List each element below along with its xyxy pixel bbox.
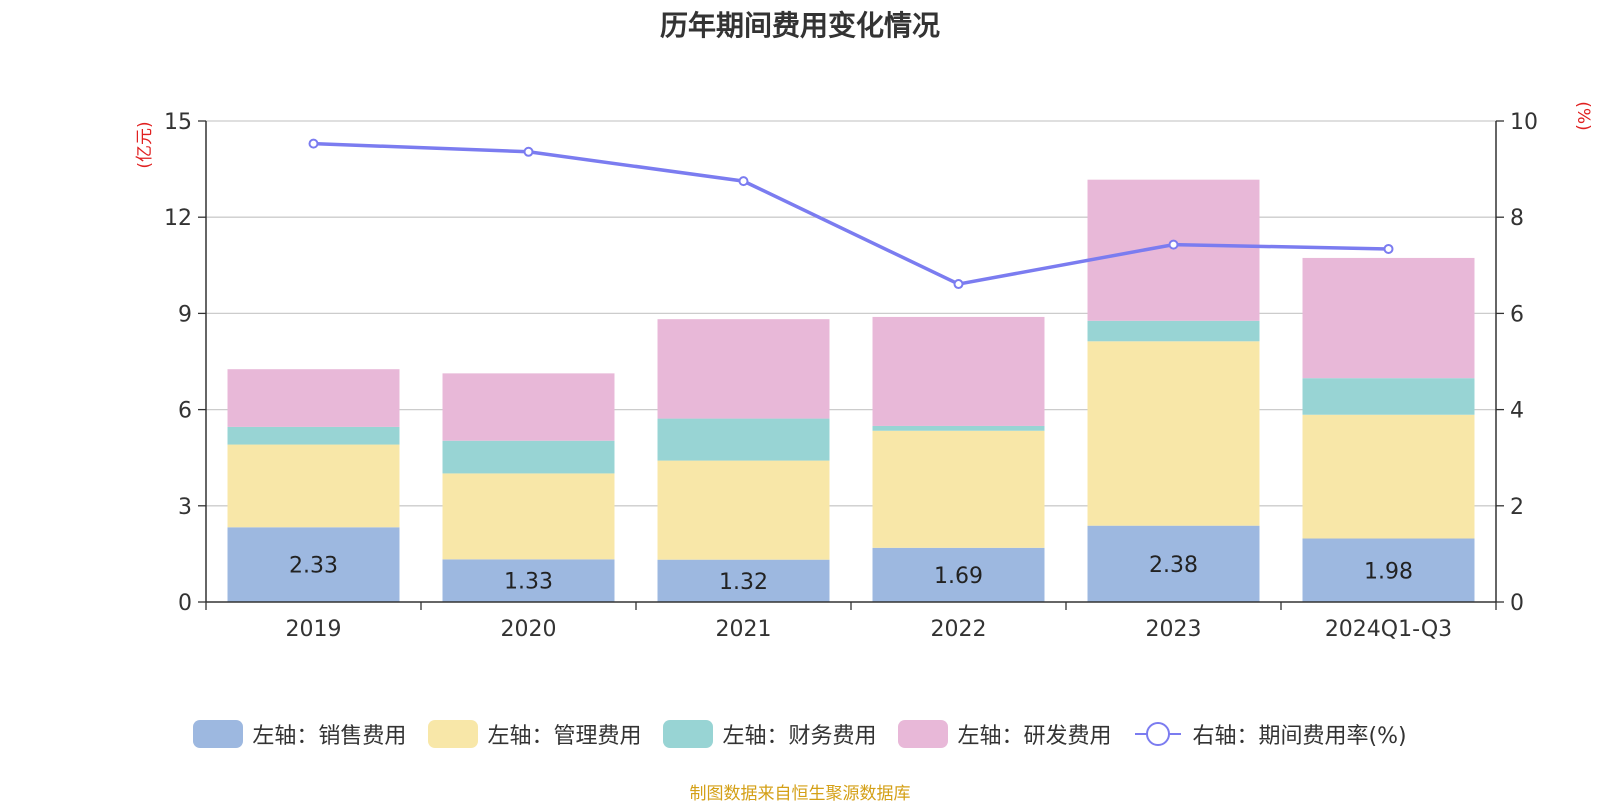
legend-swatch — [898, 720, 949, 748]
x-axis-tick-label: 2019 — [286, 617, 342, 642]
bar-segment-2 — [1087, 341, 1260, 526]
bar-segment-1 — [872, 547, 1045, 602]
legend: 左轴：销售费用 左轴：管理费用 左轴：财务费用 左轴：研发费用 右轴：期间费用率(%) — [0, 718, 1600, 750]
bar-segment-4 — [227, 369, 400, 427]
right-axis-tick-label: 0 — [1510, 591, 1524, 616]
x-axis-tick-label: 2024Q1-Q3 — [1325, 617, 1452, 642]
rate-line-point — [953, 279, 964, 290]
bar-segment-4 — [1302, 257, 1475, 379]
bar-segment-4 — [657, 319, 830, 419]
rate-line — [313, 141, 1389, 286]
legend-label: 左轴：销售费用 — [252, 724, 407, 749]
bar-data-label: 1.32 — [719, 570, 768, 595]
bar-segment-2 — [227, 444, 400, 528]
legend-item-5[interactable]: 右轴：期间费用率(%) — [1133, 718, 1407, 750]
legend-swatch — [193, 720, 244, 748]
right-axis-tick-label: 6 — [1510, 302, 1524, 327]
legend-item-1[interactable]: 左轴：销售费用 — [193, 718, 406, 750]
bar-data-label: 1.69 — [934, 564, 983, 589]
left-axis-tick-label: 3 — [178, 495, 192, 520]
legend-label: 左轴：管理费用 — [487, 724, 642, 749]
bar-data-label: 2.33 — [289, 554, 338, 579]
right-axis-tick-label: 4 — [1510, 399, 1524, 424]
legend-line-marker — [1135, 722, 1182, 746]
legend-label: 右轴：期间费用率(%) — [1192, 724, 1407, 749]
left-axis-tick-label: 15 — [164, 110, 192, 135]
bar-segment-1 — [1087, 525, 1260, 602]
source-note: 制图数据来自恒生聚源数据库 — [689, 784, 911, 804]
legend-swatch — [428, 720, 479, 748]
legend-item-4[interactable]: 左轴：研发费用 — [898, 718, 1111, 750]
bar-segment-3 — [1302, 378, 1475, 415]
x-axis-tick-label: 2023 — [1146, 617, 1202, 642]
bar-segment-4 — [442, 373, 615, 441]
bar-segment-3 — [227, 426, 400, 445]
bar-segment-1 — [442, 559, 615, 602]
x-axis-tick-label: 2020 — [501, 617, 557, 642]
rate-line-point — [308, 138, 319, 149]
right-axis-unit: (%) — [1573, 101, 1593, 130]
bar-segment-1 — [1302, 538, 1475, 602]
right-axis-tick-label: 2 — [1510, 495, 1524, 520]
bar-segment-3 — [657, 418, 830, 461]
bar-segment-4 — [872, 316, 1045, 426]
left-axis-tick-label: 6 — [178, 399, 192, 424]
bar-segment-4 — [1087, 179, 1260, 321]
right-axis-tick-label: 10 — [1510, 110, 1538, 135]
legend-item-2[interactable]: 左轴：管理费用 — [428, 718, 641, 750]
chart-title: 历年期间费用变化情况 — [659, 9, 940, 42]
legend-label: 左轴：研发费用 — [957, 724, 1112, 749]
x-axis-tick-label: 2021 — [716, 617, 772, 642]
bar-segment-1 — [227, 527, 400, 602]
left-axis-tick-label: 0 — [178, 591, 192, 616]
bar-segment-2 — [657, 460, 830, 560]
legend-label: 左轴：财务费用 — [722, 724, 877, 749]
rate-line-point — [1168, 239, 1179, 250]
bar-data-label: 2.38 — [1149, 553, 1198, 578]
rate-line-point — [523, 146, 534, 157]
bar-data-label: 1.98 — [1364, 559, 1413, 584]
bar-segment-1 — [657, 559, 830, 602]
legend-swatch — [663, 720, 714, 748]
left-axis-tick-label: 9 — [178, 302, 192, 327]
bar-segment-2 — [442, 473, 615, 560]
bar-segment-2 — [872, 430, 1045, 548]
bar-segment-3 — [872, 425, 1045, 431]
bar-segment-3 — [442, 440, 615, 474]
left-axis-tick-label: 12 — [164, 206, 192, 231]
bar-segment-2 — [1302, 414, 1475, 539]
bar-data-label: 1.33 — [504, 570, 553, 595]
legend-item-3[interactable]: 左轴：财务费用 — [663, 718, 876, 750]
x-axis-tick-label: 2022 — [931, 617, 987, 642]
bar-segment-3 — [1087, 320, 1260, 342]
rate-line-point — [1383, 243, 1394, 254]
rate-line-point — [738, 176, 749, 187]
right-axis-tick-label: 8 — [1510, 206, 1524, 231]
left-axis-unit: (亿元) — [135, 121, 155, 168]
